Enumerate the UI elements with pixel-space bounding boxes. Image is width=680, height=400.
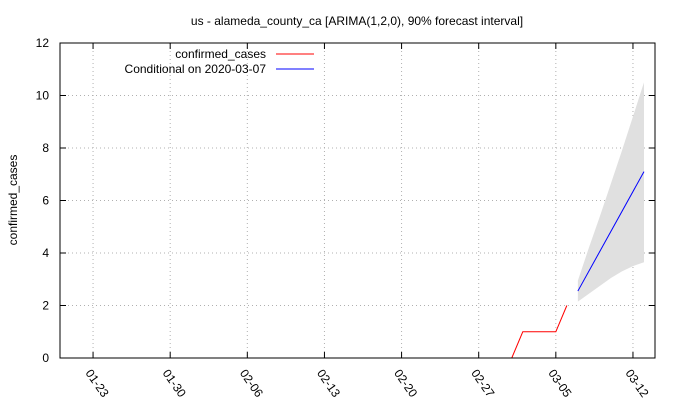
x-tick-label: 01-30 [160, 367, 189, 400]
x-tick-label: 02-06 [237, 367, 266, 400]
x-tick-label: 02-13 [314, 367, 343, 400]
forecast-interval-band [577, 82, 644, 302]
y-axis-label: confirmed_cases [6, 155, 20, 246]
legend: confirmed_cases Conditional on 2020-03-0… [125, 47, 314, 76]
plot-frame [59, 42, 656, 359]
y-tick-label: 6 [42, 194, 49, 208]
grid-lines [60, 43, 655, 358]
x-tick-label: 03-05 [545, 367, 574, 400]
x-tick-label: 01-23 [83, 367, 112, 400]
legend-label-confirmed-cases: confirmed_cases [175, 47, 266, 61]
x-tick-label: 03-12 [623, 367, 652, 400]
legend-label-conditional: Conditional on 2020-03-07 [125, 62, 267, 76]
y-tick-label: 2 [42, 299, 49, 313]
y-tick-label: 4 [42, 246, 49, 260]
y-tick-label: 0 [42, 351, 49, 365]
series-lines [511, 171, 645, 359]
forecast-interval [577, 82, 644, 302]
series-line-1 [577, 171, 645, 292]
y-tick-label: 8 [42, 141, 49, 155]
y-tick-label: 12 [36, 36, 50, 50]
series-line-0 [511, 305, 568, 359]
y-tick-label: 10 [36, 89, 50, 103]
chart-title: us - alameda_county_ca [ARIMA(1,2,0), 90… [191, 14, 523, 28]
axis-ticks: 0 2 4 6 8 10 12 01-23 01-30 02-06 02-13 02-20 02-27 0… [36, 36, 655, 400]
x-tick-label: 02-27 [468, 367, 497, 400]
x-tick-label: 02-20 [391, 367, 420, 400]
